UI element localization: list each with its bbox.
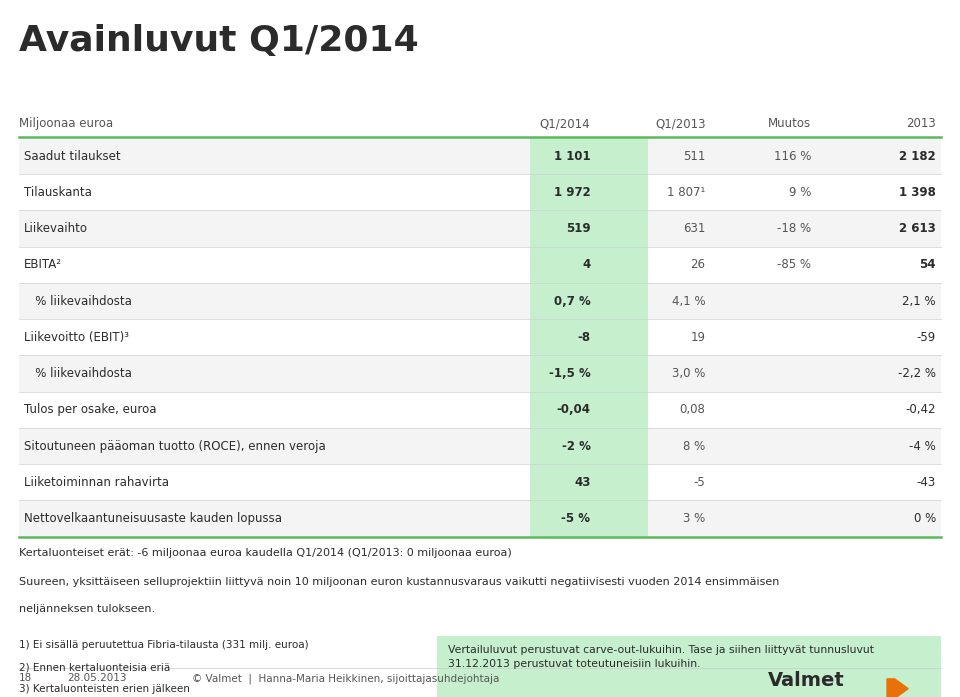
Bar — [530, 464, 648, 500]
Text: Q1/2013: Q1/2013 — [655, 117, 706, 130]
Text: 18: 18 — [19, 673, 33, 683]
Text: Liikevaihto: Liikevaihto — [24, 222, 88, 235]
Text: -2,2 %: -2,2 % — [898, 367, 936, 380]
Text: Liiketoiminnan rahavirta: Liiketoiminnan rahavirta — [24, 476, 169, 489]
Text: Suureen, yksittäiseen selluprojektiin liittyvä noin 10 miljoonan euron kustannus: Suureen, yksittäiseen selluprojektiin li… — [19, 577, 780, 587]
Text: EBITA²: EBITA² — [24, 259, 62, 271]
Text: 511: 511 — [684, 150, 706, 162]
Text: 3,0 %: 3,0 % — [672, 367, 706, 380]
Text: Nettovelkaantuneisuusaste kauden lopussa: Nettovelkaantuneisuusaste kauden lopussa — [24, 512, 282, 525]
Bar — [19, 355, 941, 392]
Text: 2,1 %: 2,1 % — [902, 295, 936, 307]
Text: 3) Kertaluonteisten erien jälkeen: 3) Kertaluonteisten erien jälkeen — [19, 684, 190, 694]
Bar — [530, 319, 648, 355]
Bar — [19, 174, 941, 210]
Bar — [19, 464, 941, 500]
Text: -0,42: -0,42 — [905, 404, 936, 416]
Text: -4 %: -4 % — [909, 440, 936, 452]
Bar — [19, 500, 941, 537]
Text: 1 101: 1 101 — [554, 150, 590, 162]
Text: -1,5 %: -1,5 % — [549, 367, 590, 380]
Text: 0 %: 0 % — [914, 512, 936, 525]
Text: 2 613: 2 613 — [900, 222, 936, 235]
Bar — [530, 355, 648, 392]
Text: 116 %: 116 % — [774, 150, 811, 162]
Bar — [530, 210, 648, 247]
Bar — [530, 500, 648, 537]
Text: 1) Ei sisällä peruutettua Fibria-tilausta (331 milj. euroa): 1) Ei sisällä peruutettua Fibria-tilaust… — [19, 640, 309, 650]
Bar — [19, 210, 941, 247]
Text: Miljoonaa euroa: Miljoonaa euroa — [19, 117, 113, 130]
Bar — [530, 138, 648, 174]
Bar — [437, 636, 941, 697]
Text: 3 %: 3 % — [684, 512, 706, 525]
Text: Liikevoitto (EBIT)³: Liikevoitto (EBIT)³ — [24, 331, 129, 344]
Text: Valmet: Valmet — [768, 671, 845, 690]
Text: 43: 43 — [574, 476, 590, 489]
Text: -8: -8 — [577, 331, 590, 344]
Text: Avainluvut Q1/2014: Avainluvut Q1/2014 — [19, 24, 419, 59]
Text: 54: 54 — [920, 259, 936, 271]
Text: -0,04: -0,04 — [557, 404, 590, 416]
Text: -18 %: -18 % — [777, 222, 811, 235]
Bar — [530, 428, 648, 464]
Bar — [19, 138, 941, 174]
Text: Q1/2014: Q1/2014 — [540, 117, 590, 130]
Bar — [19, 319, 941, 355]
Text: Vertailuluvut perustuvat carve-out-lukuihin. Tase ja siihen liittyvät tunnusluvu: Vertailuluvut perustuvat carve-out-lukui… — [448, 645, 875, 668]
Text: -5 %: -5 % — [562, 512, 590, 525]
Text: Saadut tilaukset: Saadut tilaukset — [24, 150, 121, 162]
Text: 1 398: 1 398 — [900, 186, 936, 199]
Text: 8 %: 8 % — [684, 440, 706, 452]
Text: 9 %: 9 % — [789, 186, 811, 199]
Bar — [530, 283, 648, 319]
Text: 519: 519 — [565, 222, 590, 235]
Text: 0,08: 0,08 — [680, 404, 706, 416]
Text: 1 972: 1 972 — [554, 186, 590, 199]
Text: Tulos per osake, euroa: Tulos per osake, euroa — [24, 404, 156, 416]
Bar — [530, 174, 648, 210]
Text: -43: -43 — [917, 476, 936, 489]
Bar — [19, 392, 941, 428]
Text: 4: 4 — [582, 259, 590, 271]
Text: Kertaluonteiset erät: -6 miljoonaa euroa kaudella Q1/2014 (Q1/2013: 0 miljoonaa : Kertaluonteiset erät: -6 miljoonaa euroa… — [19, 548, 512, 558]
Text: Sitoutuneen pääoman tuotto (ROCE), ennen veroja: Sitoutuneen pääoman tuotto (ROCE), ennen… — [24, 440, 325, 452]
Text: -85 %: -85 % — [778, 259, 811, 271]
Text: © Valmet  |  Hanna-Maria Heikkinen, sijoittajasuhdejohtaja: © Valmet | Hanna-Maria Heikkinen, sijoit… — [192, 673, 499, 684]
Bar — [530, 392, 648, 428]
Text: Tilauskanta: Tilauskanta — [24, 186, 92, 199]
Bar — [19, 428, 941, 464]
Text: 2) Ennen kertaluonteisia eriä: 2) Ennen kertaluonteisia eriä — [19, 662, 171, 672]
Text: Muutos: Muutos — [768, 117, 811, 130]
Text: 2013: 2013 — [906, 117, 936, 130]
Text: 2 182: 2 182 — [900, 150, 936, 162]
Text: 1 807¹: 1 807¹ — [667, 186, 706, 199]
Text: % liikevaihdosta: % liikevaihdosta — [24, 367, 132, 380]
Text: -2 %: -2 % — [562, 440, 590, 452]
FancyArrow shape — [887, 679, 908, 697]
Text: 4,1 %: 4,1 % — [672, 295, 706, 307]
Bar — [19, 283, 941, 319]
Text: 19: 19 — [690, 331, 706, 344]
Text: 631: 631 — [684, 222, 706, 235]
Bar — [19, 247, 941, 283]
Text: -5: -5 — [694, 476, 706, 489]
Text: 28.05.2013: 28.05.2013 — [67, 673, 127, 683]
Text: % liikevaihdosta: % liikevaihdosta — [24, 295, 132, 307]
Bar — [530, 247, 648, 283]
Text: neljänneksen tulokseen.: neljänneksen tulokseen. — [19, 604, 156, 613]
Text: 26: 26 — [690, 259, 706, 271]
Text: -59: -59 — [917, 331, 936, 344]
Text: 0,7 %: 0,7 % — [554, 295, 590, 307]
